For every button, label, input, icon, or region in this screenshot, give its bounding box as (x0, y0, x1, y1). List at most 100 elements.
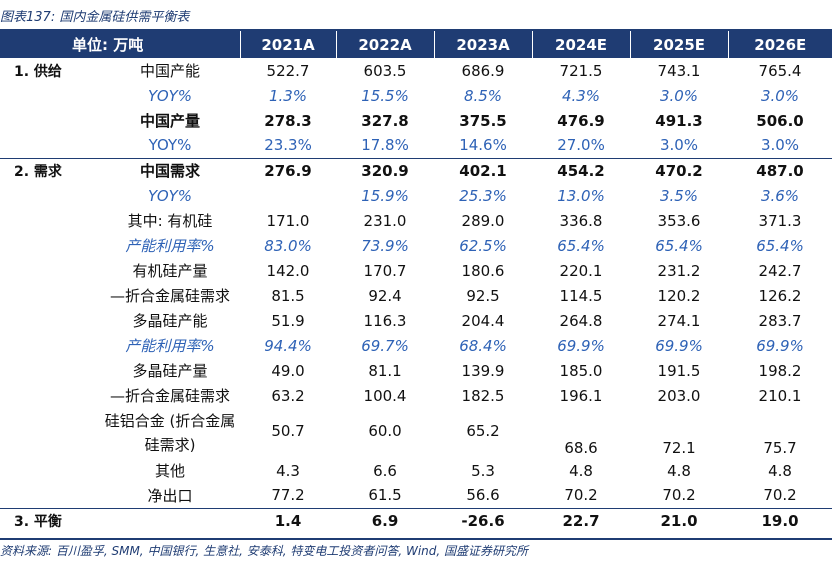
table-cell: 454.2 (557, 161, 605, 180)
table-cell: 3.6% (760, 186, 800, 205)
table-cell: 139.9 (461, 361, 505, 380)
table-cell: 170.7 (363, 261, 407, 280)
table-cell: 70.2 (728, 483, 832, 509)
table-cell: 83.0% (264, 236, 312, 255)
table-cell: 204.4 (461, 311, 505, 330)
table-cell: 196.1 (559, 386, 603, 405)
table-cell: 13.0% (557, 186, 605, 205)
table-cell: 81.1 (368, 361, 402, 380)
year-header: 2022A (335, 31, 435, 58)
table-cell: 27.0% (532, 133, 631, 159)
table-cell: 371.3 (758, 211, 802, 230)
table-cell: 491.3 (655, 111, 703, 130)
table-cell: 69.9% (655, 336, 703, 355)
table-cell: 203.0 (657, 386, 701, 405)
table-cell: 3.0% (659, 86, 699, 105)
section-label (0, 183, 100, 208)
table-row: 净出口 77.2 61.5 56.6 70.2 70.2 70.2 (0, 483, 832, 509)
table-cell: 353.6 (657, 211, 701, 230)
row-label: YOY% (147, 186, 193, 205)
table-cell: 4.3% (561, 86, 601, 105)
table-cell: 50.7 (271, 422, 305, 440)
section-label: 3. 平衡 (14, 513, 62, 530)
table-row: YOY% 15.9% 25.3% 13.0% 3.5% 3.6% (0, 183, 832, 208)
table-cell: 68.4% (459, 336, 507, 355)
table-cell: 15.9% (361, 186, 409, 205)
table-cell: 743.1 (657, 61, 701, 80)
row-label: 产能利用率% (125, 337, 215, 355)
table-cell: 220.1 (559, 261, 603, 280)
year-header: 2025E (629, 31, 729, 58)
table-cell: 180.6 (461, 261, 505, 280)
table-cell: 65.4% (756, 236, 804, 255)
table-row: 2. 需求 中国需求 276.9 320.9 402.1 454.2 470.2… (0, 158, 832, 183)
table-row: 硅铝合金 (折合金属硅需求) 50.7 60.0 65.2 68.6 72.1 … (0, 408, 832, 458)
table-cell: 56.6 (434, 483, 533, 509)
row-label: YOY% (147, 86, 193, 105)
row-label (100, 508, 240, 533)
row-label: 净出口 (100, 483, 241, 509)
table-cell: 6.9 (371, 511, 399, 530)
table-cell: 283.7 (758, 311, 802, 330)
table-row: YOY% 1.3% 15.5% 8.5% 4.3% 3.0% 3.0% (0, 83, 832, 108)
table-cell: 1.4 (274, 511, 302, 530)
table-cell: 60.0 (368, 422, 402, 440)
section-label (0, 458, 100, 483)
table-cell: 65.4% (557, 236, 605, 255)
section-label (0, 383, 100, 408)
table-cell: 242.7 (758, 261, 802, 280)
year-header: 2023A (433, 31, 533, 58)
section-label (0, 358, 100, 383)
table-cell: 721.5 (559, 61, 603, 80)
table-row: 多晶硅产能 51.9 116.3 204.4 264.8 274.1 283.7 (0, 308, 832, 333)
table-cell: 5.3 (471, 461, 495, 480)
table-cell: 77.2 (240, 483, 337, 509)
table-cell: 487.0 (756, 161, 804, 180)
section-label (0, 333, 100, 358)
row-label: 硅铝合金 (折合金属硅需求) (104, 412, 236, 454)
table-cell: 49.0 (271, 361, 305, 380)
table-cell: 402.1 (459, 161, 507, 180)
section-label: 1. 供给 (14, 63, 62, 80)
table-cell: 22.7 (562, 511, 600, 530)
table-cell: 3.0% (760, 86, 800, 105)
table-cell: 289.0 (461, 211, 505, 230)
table-row: 产能利用率% 94.4% 69.7% 68.4% 69.9% 69.9% 69.… (0, 333, 832, 358)
table-cell: 274.1 (657, 311, 701, 330)
table-cell: 65.4% (655, 236, 703, 255)
table-cell: 69.9% (557, 336, 605, 355)
table-cell: 63.2 (271, 386, 305, 405)
row-label: 产能利用率% (125, 237, 215, 255)
table-cell: 94.4% (264, 336, 312, 355)
table-cell: 231.2 (657, 261, 701, 280)
table-cell: 603.5 (363, 61, 407, 80)
table-cell: 327.8 (361, 111, 409, 130)
supply-demand-table: 单位: 万吨 2021A 2022A 2023A 2024E 2025E 202… (0, 31, 832, 533)
year-header: 2026E (727, 31, 832, 58)
section-label (0, 283, 100, 308)
table-cell: 198.2 (758, 361, 802, 380)
table-cell: 765.4 (758, 61, 802, 80)
table-row: 其中: 有机硅 171.0 231.0 289.0 336.8 353.6 37… (0, 208, 832, 233)
header-row: 单位: 万吨 2021A 2022A 2023A 2024E 2025E 202… (0, 31, 832, 58)
table-row: 3. 平衡 1.4 6.9 -26.6 22.7 21.0 19.0 (0, 508, 832, 533)
table-cell: 114.5 (559, 286, 603, 305)
top-rule (0, 29, 832, 31)
table-cell: 17.8% (336, 133, 435, 159)
table-cell: 171.0 (266, 211, 310, 230)
table-cell: 276.9 (264, 161, 312, 180)
table-cell: 126.2 (758, 286, 802, 305)
row-label: YOY% (100, 133, 241, 159)
table-cell: 120.2 (657, 286, 701, 305)
table-cell: 72.1 (662, 439, 696, 457)
table-cell: 4.8 (768, 461, 792, 480)
table-row: —折合金属硅需求 63.2 100.4 182.5 196.1 203.0 21… (0, 383, 832, 408)
section-label (0, 208, 100, 233)
row-label: 多晶硅产量 (132, 362, 208, 380)
table-cell: 1.3% (268, 86, 308, 105)
table-cell: 73.9% (361, 236, 409, 255)
table-row: 其他 4.3 6.6 5.3 4.8 4.8 4.8 (0, 458, 832, 483)
table-cell: 62.5% (459, 236, 507, 255)
section-label (0, 83, 100, 108)
table-cell: 81.5 (271, 286, 305, 305)
